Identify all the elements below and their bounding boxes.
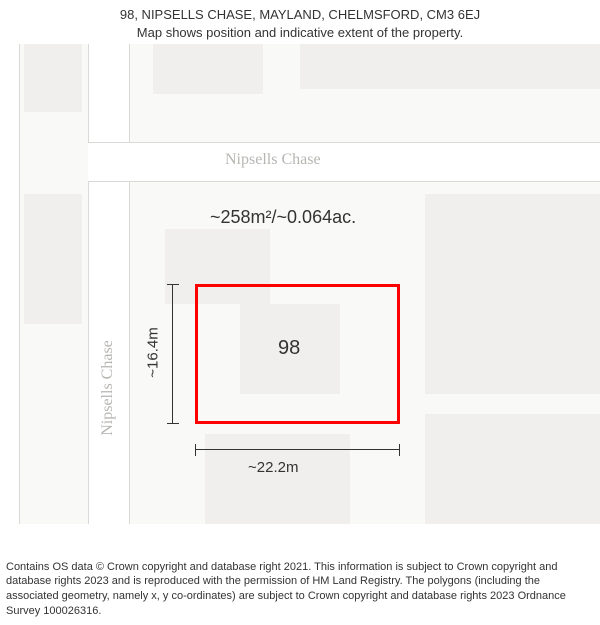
house-number: 98 — [278, 337, 300, 360]
building-footprint — [153, 44, 263, 94]
building-footprint — [425, 194, 600, 394]
road-segment-vertical — [88, 44, 130, 524]
road-label-horizontal: Nipsells Chase — [225, 151, 321, 169]
road-label-vertical: Nipsells Chase — [99, 340, 117, 436]
area-label: ~258m²/~0.064ac. — [210, 207, 356, 228]
building-footprint — [205, 434, 350, 524]
dimension-line-horizontal — [195, 449, 400, 450]
address-line: 98, NIPSELLS CHASE, MAYLAND, CHELMSFORD,… — [0, 6, 600, 24]
building-footprint — [24, 44, 82, 112]
road-segment-left — [0, 44, 20, 524]
building-footprint — [24, 194, 82, 324]
header: 98, NIPSELLS CHASE, MAYLAND, CHELMSFORD,… — [0, 0, 600, 41]
subtitle-line: Map shows position and indicative extent… — [0, 24, 600, 42]
dimension-line-vertical — [172, 284, 173, 424]
road-segment-horizontal — [88, 142, 600, 182]
map: ~258m²/~0.064ac. 98 ~22.2m ~16.4m Nipsel… — [0, 44, 600, 524]
building-footprint — [300, 44, 600, 89]
page: 98, NIPSELLS CHASE, MAYLAND, CHELMSFORD,… — [0, 0, 600, 625]
height-dimension-label: ~16.4m — [145, 327, 162, 377]
building-footprint — [425, 414, 600, 524]
footer-copyright: Contains OS data © Crown copyright and d… — [6, 560, 594, 619]
width-dimension-label: ~22.2m — [248, 459, 298, 476]
